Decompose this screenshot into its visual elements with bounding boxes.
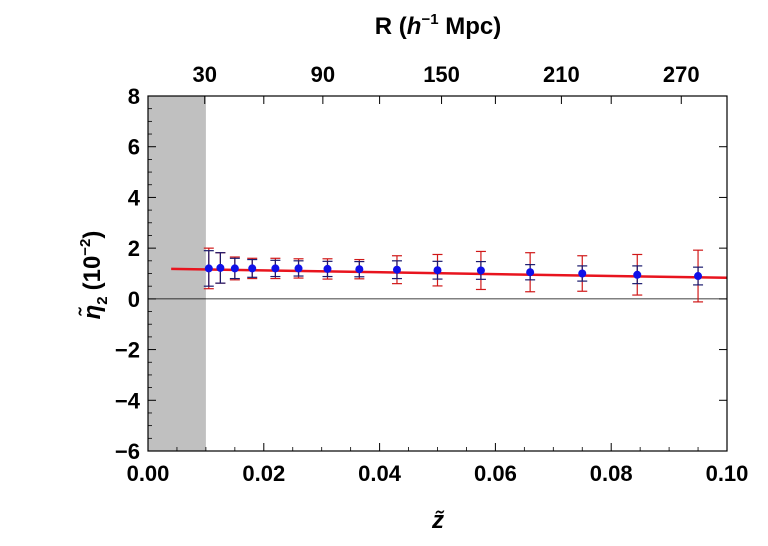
y-axis-title-sub: 2	[94, 296, 111, 304]
data-point-group	[215, 252, 226, 284]
data-point	[323, 264, 332, 273]
data-point	[230, 264, 239, 273]
x-tick-label: 0.00	[127, 461, 170, 486]
data-point-group	[525, 252, 536, 293]
top-axis-title-h: h	[407, 13, 422, 40]
top-tick-label: 270	[663, 62, 700, 87]
x-axis-title: z̃	[431, 507, 445, 534]
y-axis-title-unit-post: )	[79, 231, 106, 239]
data-point	[248, 264, 257, 273]
top-axis-title-pre: R (	[375, 13, 407, 40]
y-axis-title-main: η̃	[78, 305, 106, 320]
top-axis-title-post: Mpc)	[439, 13, 502, 40]
data-point	[433, 266, 442, 275]
top-tick-label: 90	[311, 62, 335, 87]
data-point	[271, 264, 280, 273]
plot-area	[148, 96, 728, 451]
y-tick-label: 8	[128, 84, 140, 109]
y-tick-label: −2	[115, 338, 140, 363]
data-point-group	[632, 253, 643, 296]
data-point	[294, 264, 303, 273]
data-point-group	[354, 258, 365, 280]
y-axis-title-unit-exp: −2	[77, 239, 94, 256]
x-tick-label: 0.02	[242, 461, 285, 486]
data-point	[216, 263, 225, 272]
y-tick-label: 0	[128, 287, 140, 312]
data-point-group	[322, 258, 333, 280]
data-point-group	[247, 257, 258, 280]
data-point	[392, 265, 401, 274]
y-axis-title: η̃2 (10−2)	[77, 231, 111, 320]
y-tick-label: 6	[128, 135, 140, 160]
data-point	[578, 269, 587, 278]
data-point	[694, 272, 703, 281]
data-point	[526, 268, 535, 277]
data-point-group	[475, 250, 486, 291]
data-point-group	[391, 255, 402, 285]
top-axis-title: R (h−1 Mpc)	[375, 11, 501, 40]
top-tick-label: 210	[543, 62, 580, 87]
data-point-group	[203, 247, 214, 290]
x-tick-label: 0.04	[358, 461, 402, 486]
x-tick-label: 0.06	[474, 461, 517, 486]
top-tick-label: 30	[192, 62, 216, 87]
data-point-group	[693, 249, 704, 303]
x-tick-label: 0.08	[590, 461, 633, 486]
data-point-group	[229, 256, 240, 281]
y-axis-title-unit-pre: (10	[79, 256, 106, 291]
axes: 0.00 0.02 0.04 0.06 0.08 0.10 −6 −4 −2 0 2 4 6 8 30 90 1…	[115, 62, 749, 486]
y-tick-label: −6	[115, 439, 140, 464]
y-tick-label: −4	[115, 388, 141, 413]
y-tick-label: 2	[128, 236, 140, 261]
x-tick-label: 0.10	[706, 461, 749, 486]
top-tick-label: 150	[423, 62, 460, 87]
data-point	[204, 264, 213, 273]
data-point	[633, 270, 642, 279]
data-point	[355, 265, 364, 274]
top-axis-title-exp: −1	[421, 11, 438, 28]
shaded-region	[148, 96, 206, 451]
data-point-group	[432, 253, 443, 287]
data-point-group	[270, 257, 281, 280]
y-tick-label: 4	[128, 185, 141, 210]
data-point-group	[293, 258, 304, 279]
data-point	[476, 266, 485, 275]
data-point-group	[577, 255, 588, 292]
